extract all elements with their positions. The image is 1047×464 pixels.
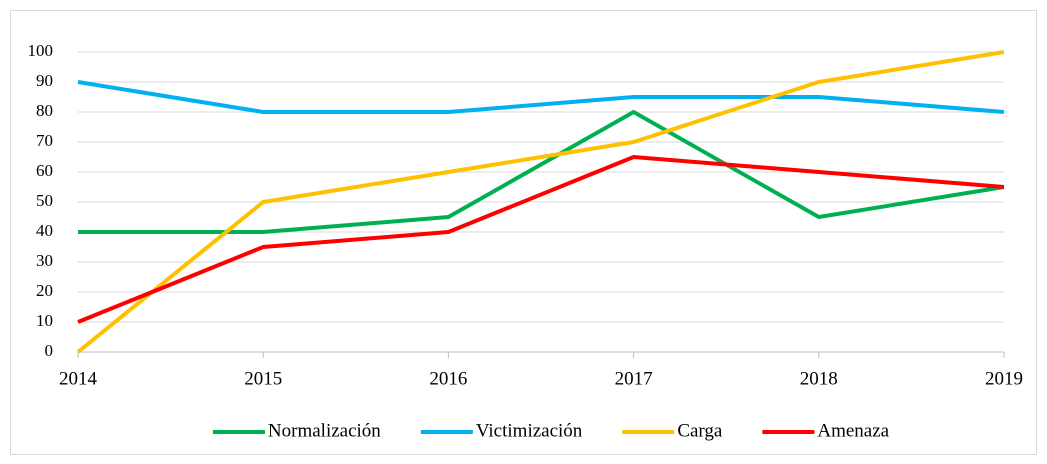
x-tick-label: 2017 — [615, 368, 653, 389]
y-tick-label: 70 — [36, 131, 53, 150]
series-line — [78, 110, 1005, 234]
y-tick-label: 100 — [28, 41, 54, 60]
y-tick-label: 80 — [36, 101, 53, 120]
series-line — [77, 80, 1005, 114]
series-line — [77, 155, 1005, 324]
x-tick-label: 2016 — [429, 368, 467, 389]
y-tick-label: 0 — [45, 341, 54, 360]
legend-label: Victimización — [476, 420, 583, 441]
y-tick-label: 90 — [36, 71, 53, 90]
y-tick-label: 60 — [36, 161, 53, 180]
y-tick-label: 20 — [36, 281, 53, 300]
legend-label: Amenaza — [817, 420, 889, 441]
legend-label: Normalización — [268, 420, 381, 441]
series-line — [76, 50, 1005, 354]
y-tick-label: 30 — [36, 251, 53, 270]
x-tick-label: 2015 — [244, 368, 282, 389]
x-tick-label: 2018 — [800, 368, 838, 389]
y-tick-label: 50 — [36, 191, 53, 210]
x-tick-label: 2019 — [985, 368, 1023, 389]
legend-label: Carga — [677, 420, 723, 441]
y-tick-label: 10 — [36, 311, 53, 330]
y-tick-label: 40 — [36, 221, 53, 240]
x-tick-label: 2014 — [59, 368, 98, 389]
